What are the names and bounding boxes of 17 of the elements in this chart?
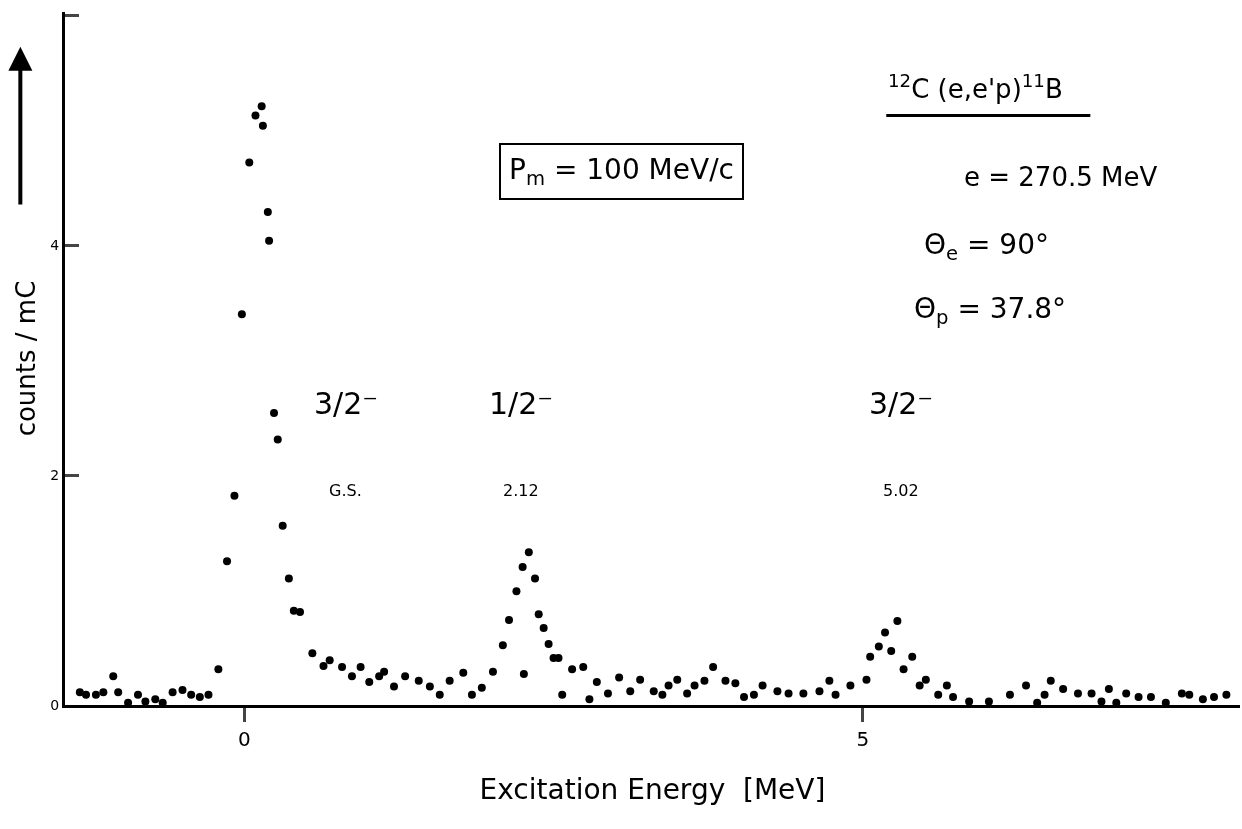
annotation: 5.02: [883, 481, 919, 500]
x-tick-label: 5: [856, 727, 870, 751]
annotation: Θ$_{p}$ = 37.8°: [914, 292, 1067, 329]
annotation: 2.12: [503, 481, 539, 500]
y-tick-label: 4: [50, 237, 60, 254]
annotation: P$_{m}$ = 100 MeV/c: [509, 153, 734, 190]
annotation: 3/2⁻: [314, 386, 379, 421]
annotation: $^{12}$C (e,e'p)$^{11}$B: [888, 70, 1063, 104]
annotation: G.S.: [329, 481, 362, 500]
annotation: 1/2⁻: [489, 386, 554, 421]
x-axis-title: Excitation Energy [MeV]: [479, 773, 826, 807]
annotation: 3/2⁻: [869, 386, 934, 421]
y-tick-label: 2: [50, 467, 60, 484]
annotation: Θ$_{e}$ = 90°: [924, 228, 1049, 265]
annotation: e = 270.5 MeV: [964, 162, 1158, 192]
y-axis-title: counts / mC: [10, 280, 41, 437]
y-tick-label: 0: [50, 696, 60, 713]
